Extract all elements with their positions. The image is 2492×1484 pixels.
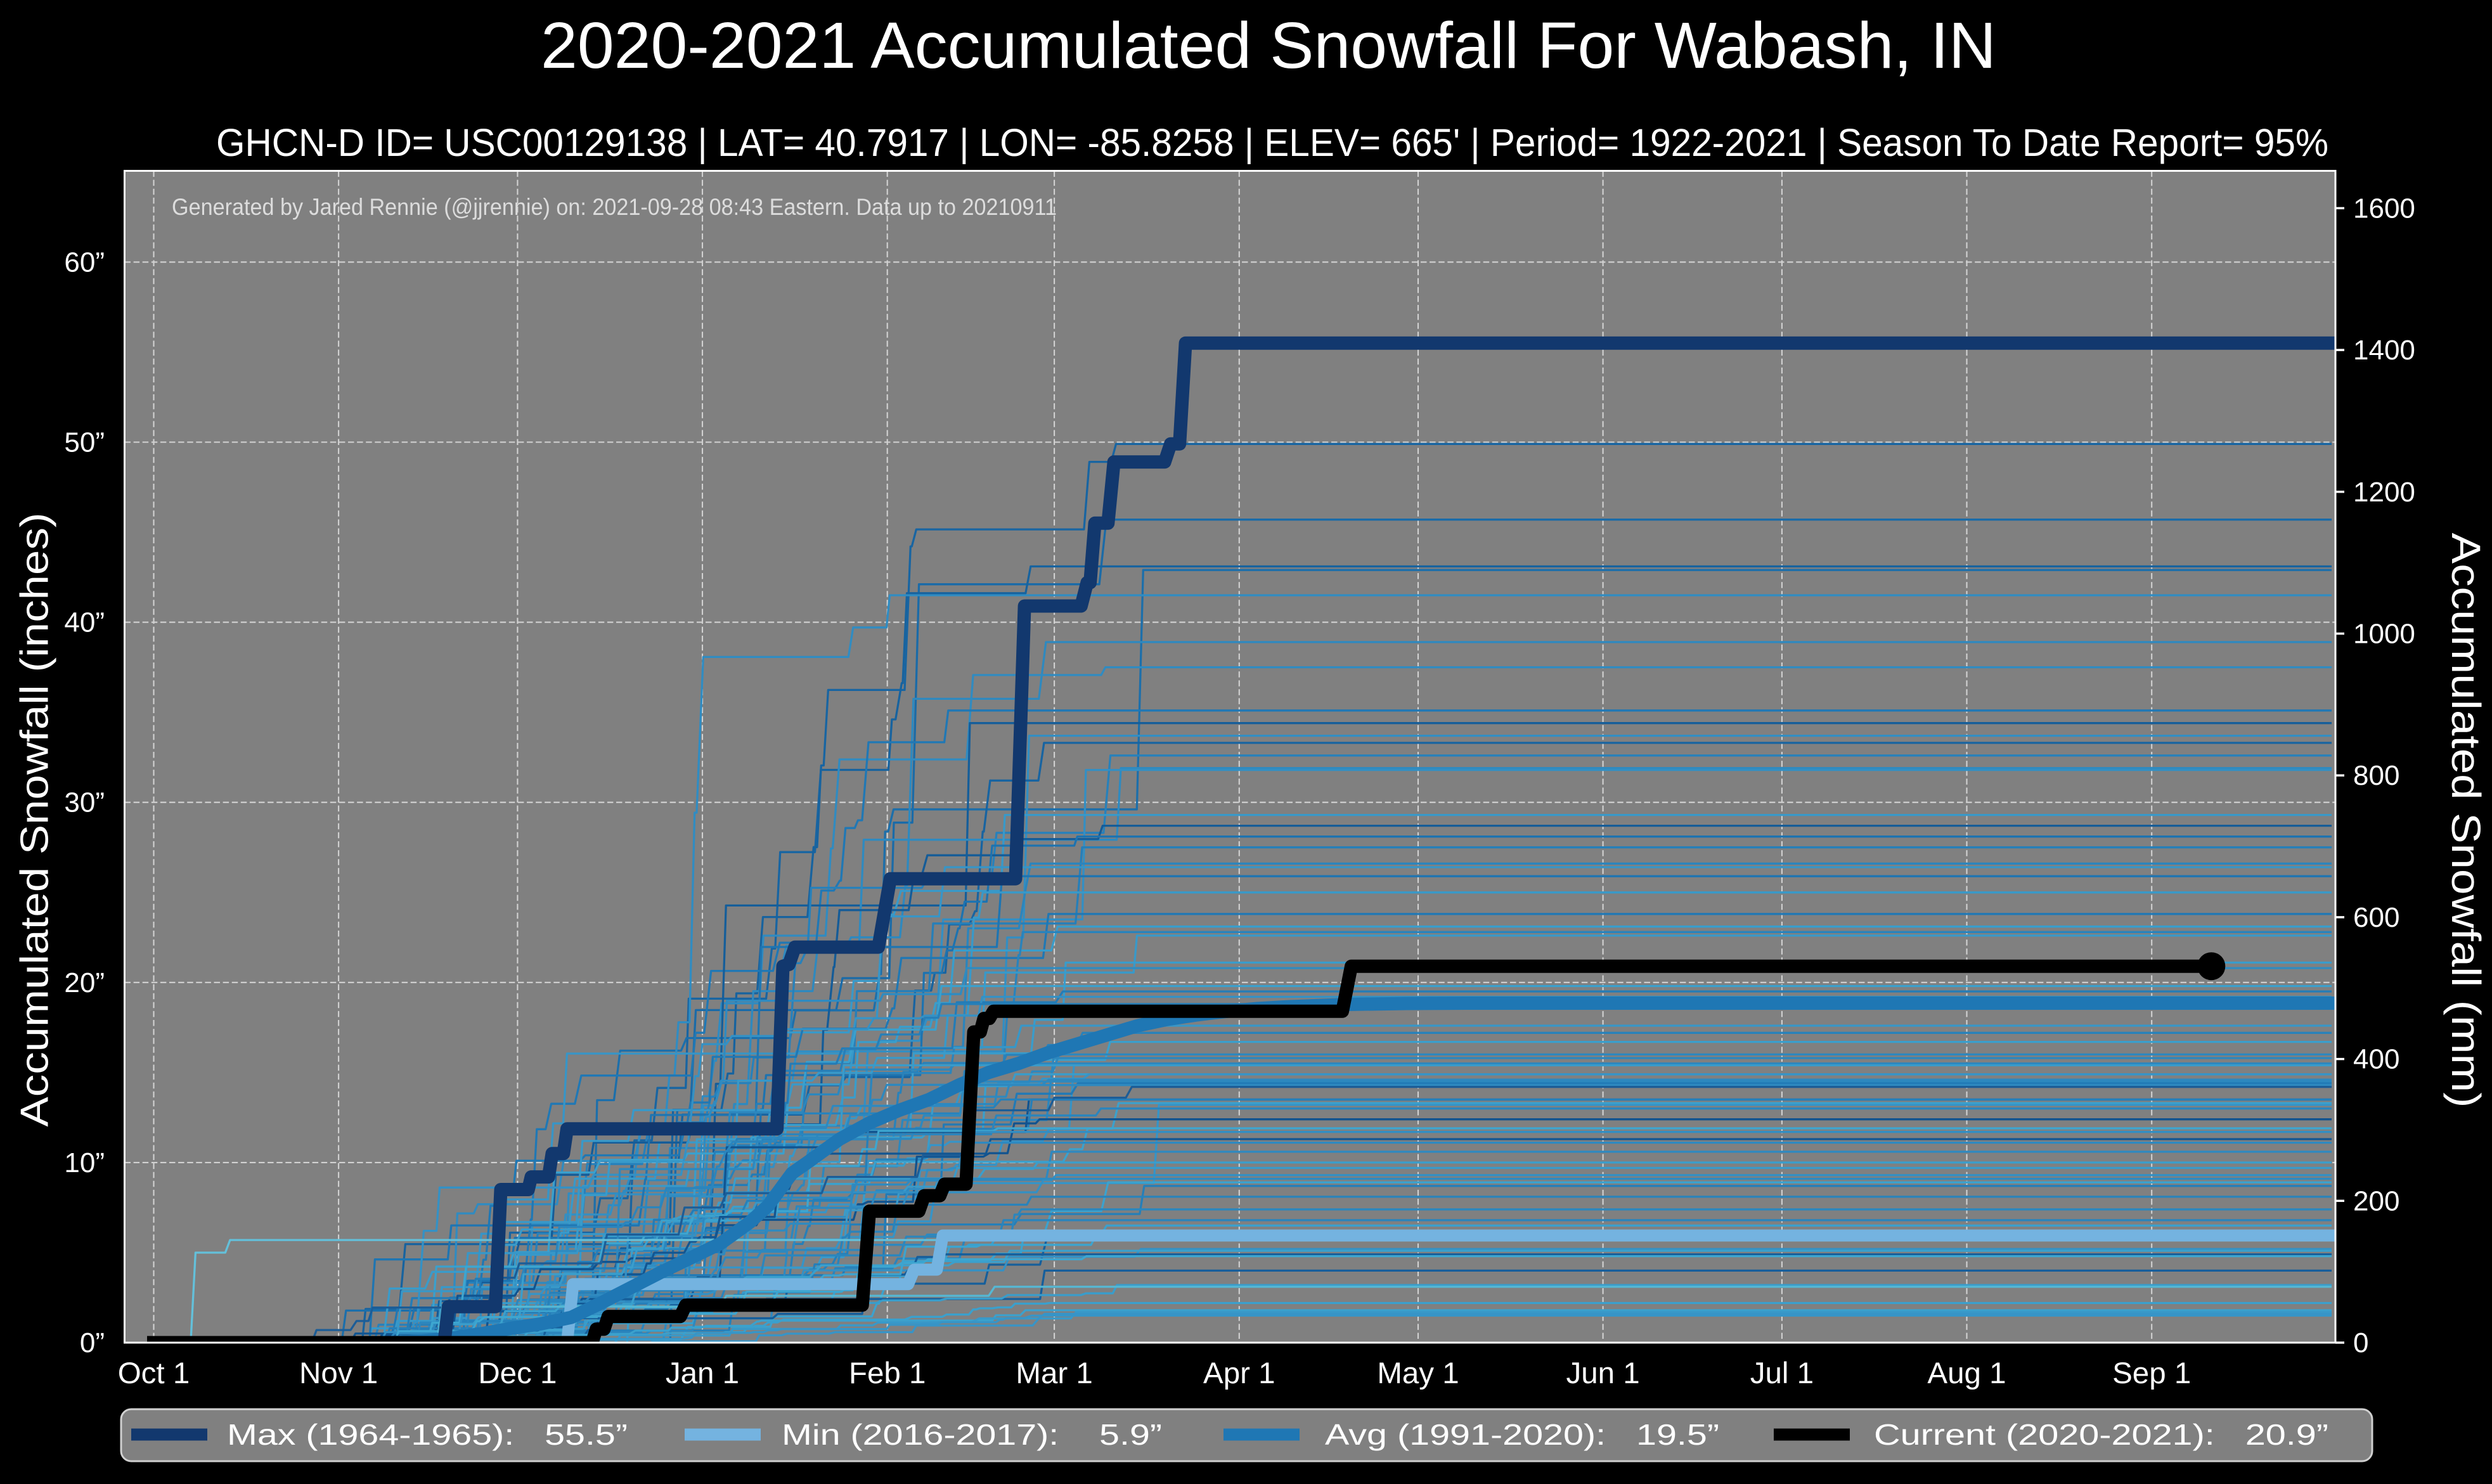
svg-text:40”: 40” xyxy=(64,607,105,638)
svg-text:400: 400 xyxy=(2353,1044,2399,1075)
svg-text:Nov 1: Nov 1 xyxy=(299,1357,378,1390)
svg-text:Current (2020-2021): 20.9”: Current (2020-2021): 20.9” xyxy=(1874,1418,2328,1451)
svg-text:0: 0 xyxy=(2353,1327,2368,1358)
svg-text:GHCN-D ID= USC00129138 | LAT=: GHCN-D ID= USC00129138 | LAT= 40.7917 | … xyxy=(216,121,2328,164)
svg-text:Jul 1: Jul 1 xyxy=(1750,1357,1814,1390)
svg-text:Avg (1991-2020): 19.5”: Avg (1991-2020): 19.5” xyxy=(1325,1418,1719,1451)
svg-text:20”: 20” xyxy=(64,967,105,998)
svg-text:Dec 1: Dec 1 xyxy=(478,1357,557,1390)
svg-text:30”: 30” xyxy=(64,787,105,818)
svg-text:1400: 1400 xyxy=(2353,335,2415,366)
svg-text:0”: 0” xyxy=(80,1327,105,1358)
svg-text:Jan 1: Jan 1 xyxy=(666,1357,739,1390)
svg-text:Generated by Jared Rennie (@jj: Generated by Jared Rennie (@jjrennie) on… xyxy=(172,194,1057,220)
svg-text:800: 800 xyxy=(2353,760,2399,791)
svg-text:Min (2016-2017): 5.9”: Min (2016-2017): 5.9” xyxy=(782,1418,1162,1451)
svg-text:Feb 1: Feb 1 xyxy=(849,1357,926,1390)
svg-text:1200: 1200 xyxy=(2353,477,2415,508)
svg-text:200: 200 xyxy=(2353,1185,2399,1216)
svg-text:Aug 1: Aug 1 xyxy=(1927,1357,2006,1390)
svg-text:Jun 1: Jun 1 xyxy=(1566,1357,1639,1390)
svg-text:2020-2021 Accumulated Snowfall: 2020-2021 Accumulated Snowfall For Wabas… xyxy=(541,9,1996,82)
svg-text:Sep 1: Sep 1 xyxy=(2112,1357,2191,1390)
svg-text:Max (1964-1965): 55.5”: Max (1964-1965): 55.5” xyxy=(227,1418,628,1451)
svg-text:May 1: May 1 xyxy=(1377,1357,1459,1390)
svg-text:600: 600 xyxy=(2353,902,2399,933)
svg-text:Accumulated Snowfall (mm): Accumulated Snowfall (mm) xyxy=(2443,533,2489,1108)
svg-text:1000: 1000 xyxy=(2353,619,2415,650)
svg-text:1600: 1600 xyxy=(2353,193,2415,224)
svg-text:Mar 1: Mar 1 xyxy=(1016,1357,1092,1390)
svg-text:10”: 10” xyxy=(64,1147,105,1178)
svg-text:50”: 50” xyxy=(64,427,105,458)
svg-text:Oct 1: Oct 1 xyxy=(118,1357,190,1390)
svg-text:Apr 1: Apr 1 xyxy=(1203,1357,1275,1390)
svg-text:Accumulated Snowfall (inches): Accumulated Snowfall (inches) xyxy=(13,512,57,1126)
svg-text:60”: 60” xyxy=(64,247,105,278)
